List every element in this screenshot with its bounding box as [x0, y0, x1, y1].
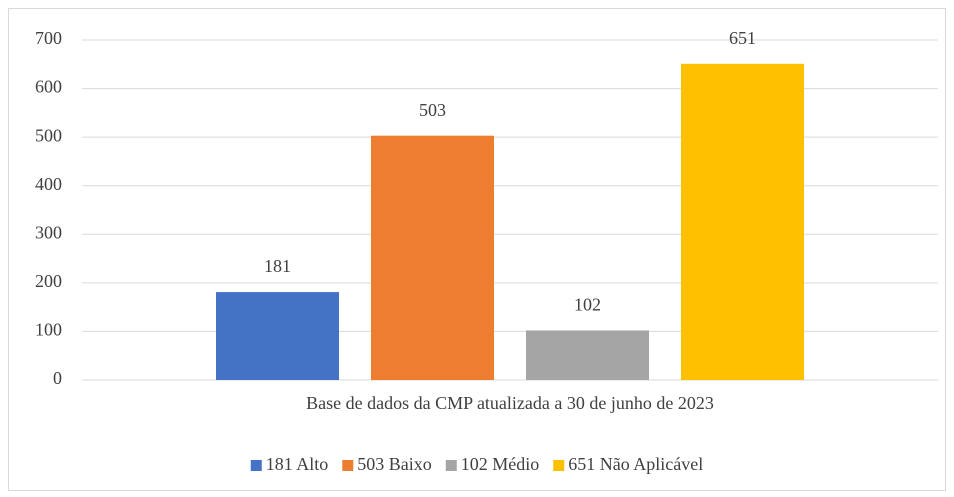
bar — [526, 330, 649, 380]
bar — [371, 135, 494, 380]
bar — [216, 292, 339, 380]
bar — [681, 63, 804, 381]
legend-swatch — [342, 460, 354, 471]
data-label: 102 — [574, 295, 601, 315]
data-label: 503 — [419, 100, 446, 120]
data-label: 651 — [729, 28, 756, 48]
legend-swatch — [553, 460, 565, 471]
y-tick-label: 500 — [35, 125, 62, 145]
legend-swatch — [445, 460, 457, 471]
data-label: 181 — [264, 256, 291, 276]
legend-label: 651 Não Aplicável — [568, 454, 703, 474]
y-tick-label: 700 — [35, 28, 62, 48]
y-tick-label: 0 — [53, 368, 62, 388]
y-tick-label: 100 — [35, 320, 62, 340]
legend-label: 181 Alto — [266, 454, 329, 474]
y-tick-label: 600 — [35, 77, 62, 97]
y-tick-label: 400 — [35, 174, 62, 194]
legend-label: 503 Baixo — [357, 454, 432, 474]
legend-label: 102 Médio — [461, 454, 540, 474]
legend-swatch — [250, 460, 262, 471]
x-tick-label: Base de dados da CMP atualizada a 30 de … — [306, 393, 714, 413]
y-tick-label: 200 — [35, 271, 62, 291]
y-tick-label: 300 — [35, 222, 62, 242]
